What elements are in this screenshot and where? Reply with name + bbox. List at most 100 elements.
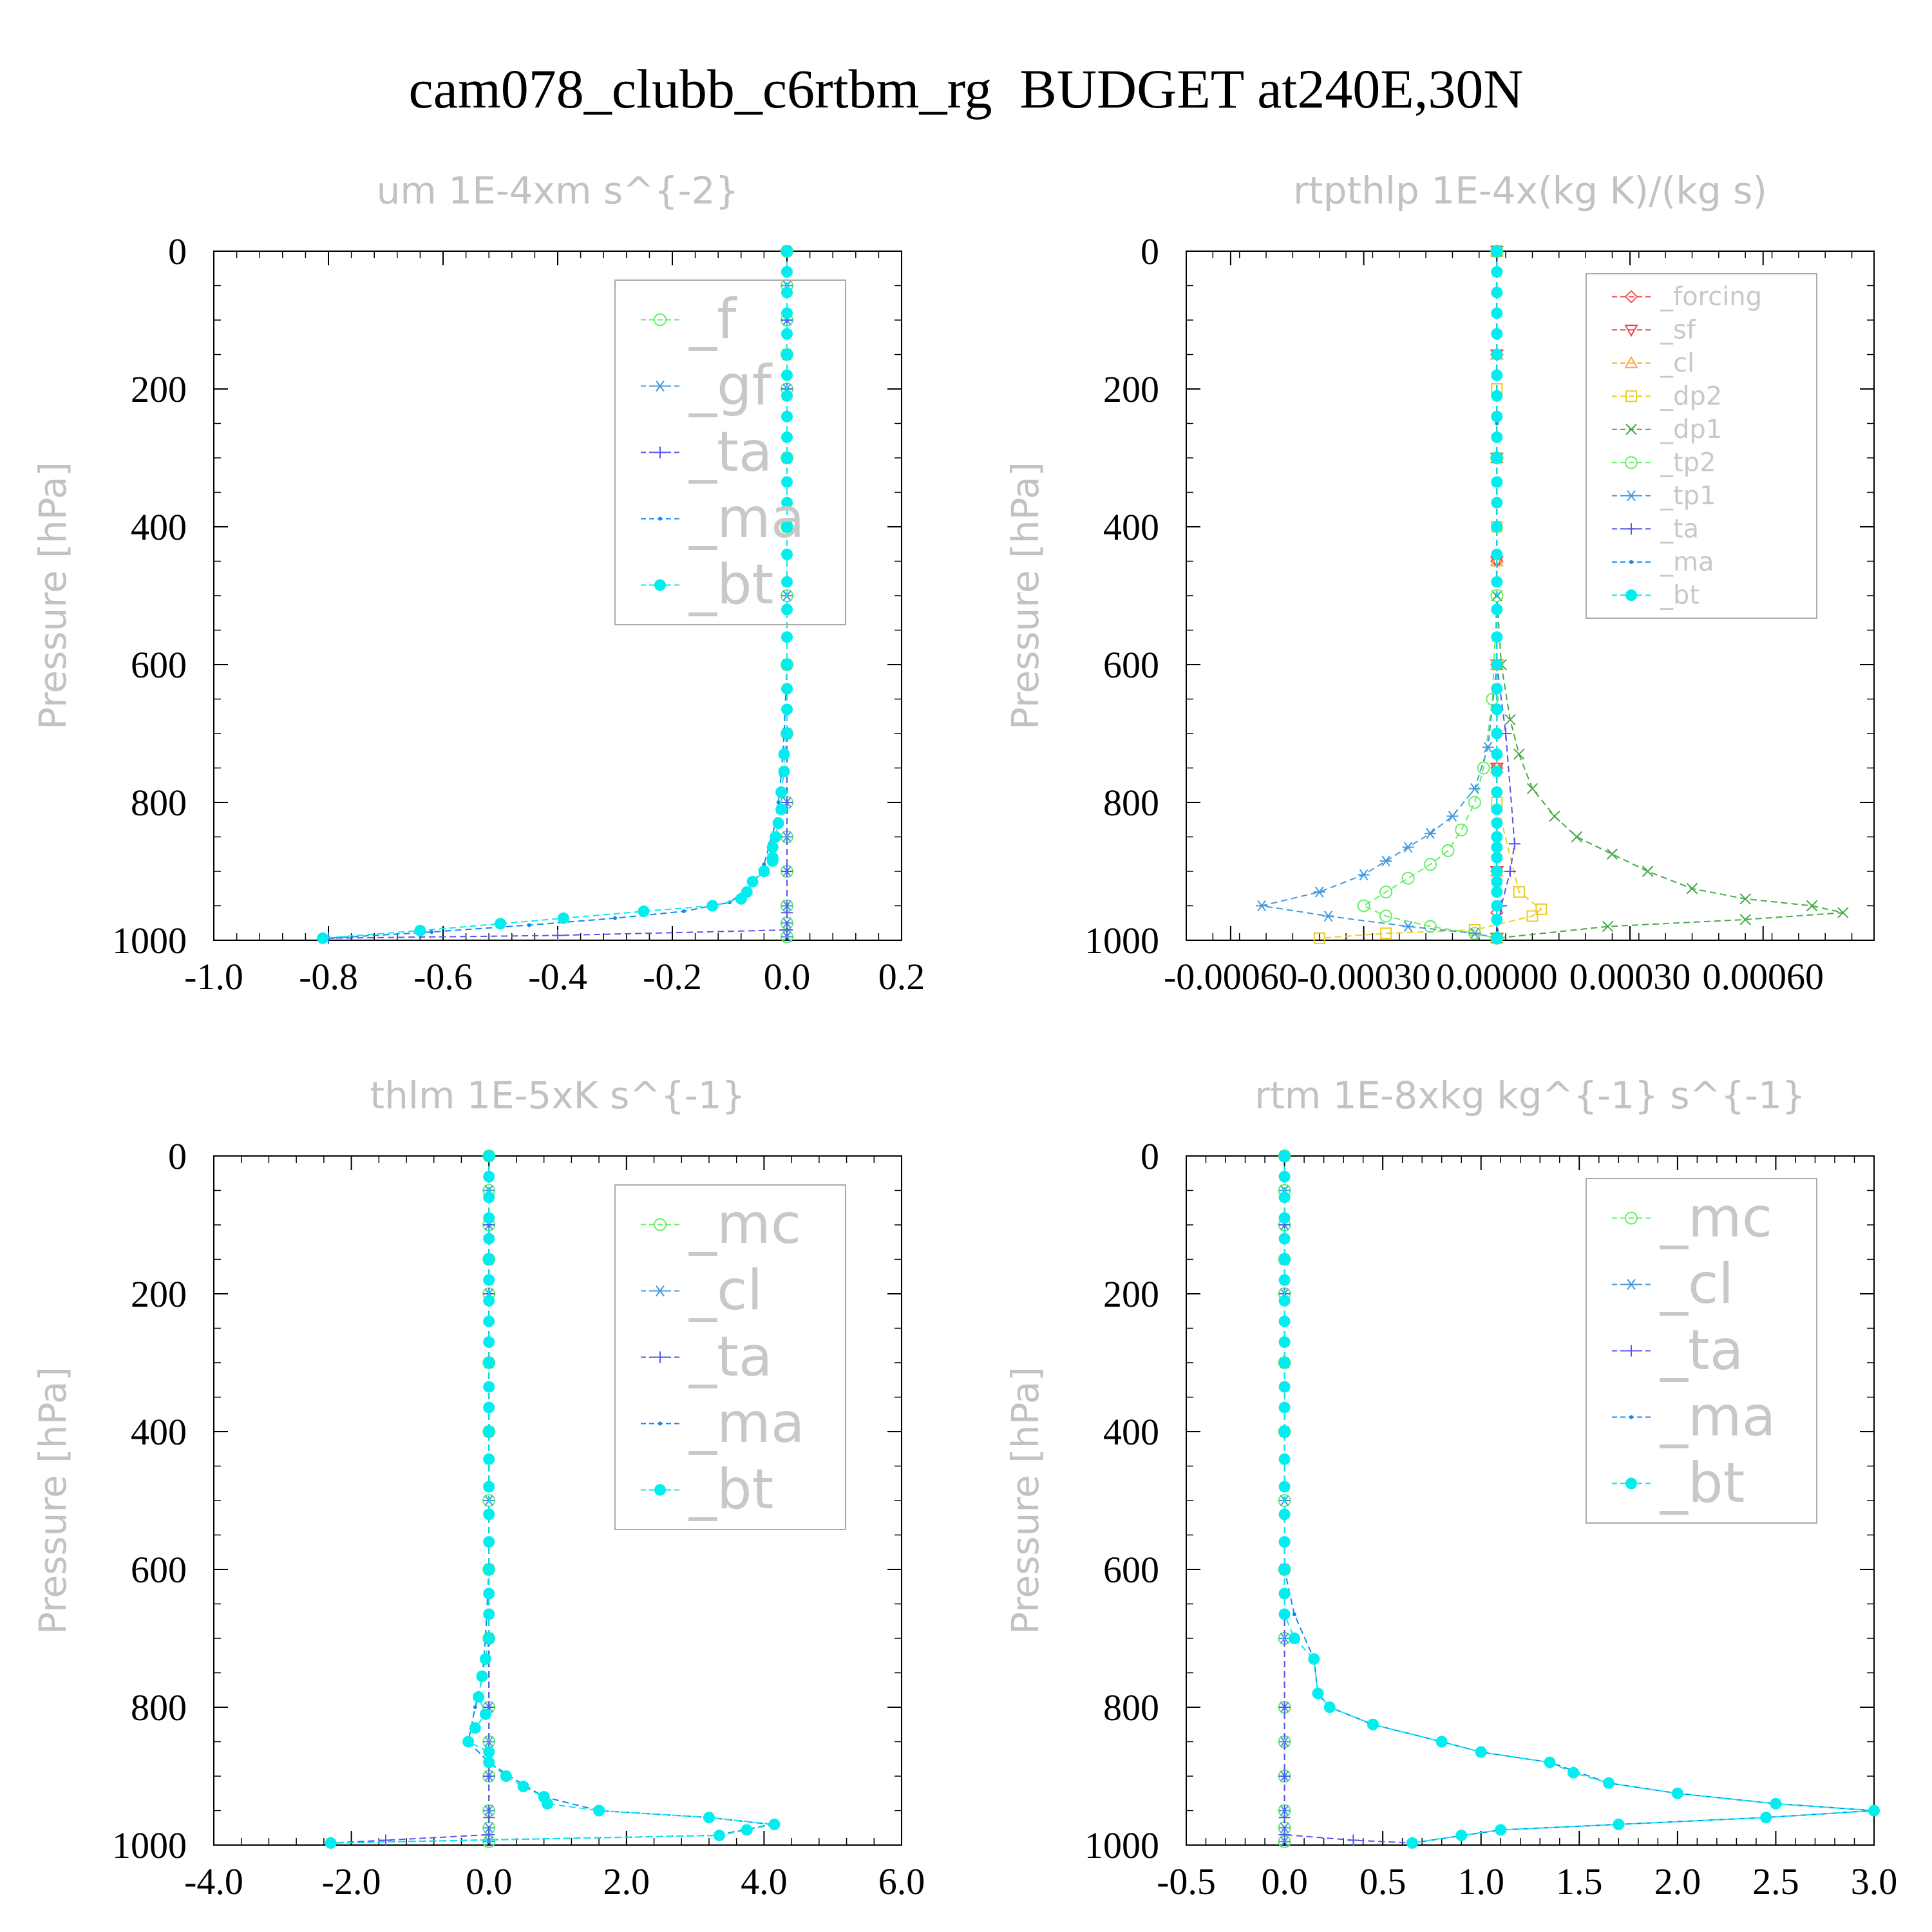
x-tick-label: 0.00060 (1702, 956, 1824, 998)
y-tick-label: 1000 (1084, 1824, 1159, 1866)
legend-label: _sf (1660, 315, 1696, 345)
x-tick-label: -0.6 (413, 956, 473, 998)
data-point (781, 390, 793, 402)
y-tick-label: 200 (131, 1273, 187, 1315)
legend-label: _ta (1660, 514, 1699, 544)
data-point (781, 603, 793, 616)
series-line (1261, 251, 1498, 939)
chart-panel: rtpthlp 1E-4x(kg K)/(kg s) Pressure [hPa]… (1003, 169, 1875, 998)
legend-box (1586, 1178, 1817, 1524)
legend-marker (1625, 1278, 1637, 1291)
series-line (1283, 1156, 1875, 1844)
legend-label: _f (688, 287, 737, 352)
data-point (1491, 307, 1503, 319)
data-point (1491, 521, 1503, 533)
x-tick-label: -0.5 (1157, 1861, 1216, 1902)
data-point (469, 1722, 481, 1734)
data-point (483, 1274, 495, 1286)
data-point (483, 1381, 495, 1393)
data-point (1278, 1381, 1291, 1393)
x-tick-label: -0.00060 (1164, 956, 1298, 998)
legend-marker (1625, 1211, 1638, 1225)
data-point (1491, 841, 1503, 853)
legend-marker (654, 1285, 666, 1297)
legend-marker (658, 1421, 662, 1426)
data-point (317, 932, 329, 944)
y-axis-label: Pressure [hPa] (1003, 462, 1047, 730)
y-tick-label: 0 (168, 231, 187, 272)
y-tick-label: 400 (1103, 1411, 1159, 1453)
legend-marker (654, 313, 667, 327)
legend-marker (1624, 290, 1638, 304)
data-point (1278, 1294, 1291, 1307)
data-point (681, 909, 686, 914)
legend-marker (1625, 490, 1637, 502)
data-point (1278, 1736, 1291, 1748)
y-tick-label: 600 (131, 1549, 187, 1591)
legend-label: _ma (1660, 1385, 1776, 1449)
data-point (1423, 858, 1437, 871)
data-point (483, 1608, 495, 1620)
data-point (1602, 920, 1614, 933)
data-point (380, 1834, 392, 1846)
data-point (1806, 900, 1818, 912)
data-point (1441, 844, 1455, 857)
data-point (1603, 1777, 1615, 1789)
data-point (1313, 932, 1325, 944)
y-tick-label: 800 (131, 1687, 187, 1728)
data-point (762, 862, 766, 867)
legend-label: _ma (688, 486, 804, 551)
data-point (1278, 1426, 1291, 1437)
data-point (473, 1690, 485, 1703)
data-point (483, 1357, 495, 1368)
data-point (1491, 851, 1503, 864)
data-point (1379, 909, 1393, 923)
data-point (1606, 848, 1618, 860)
x-tick-label: -2.0 (322, 1861, 381, 1902)
x-tick-label: 6.0 (878, 1861, 925, 1902)
legend-marker (1629, 560, 1633, 564)
data-point (1278, 1274, 1291, 1286)
data-point (706, 900, 719, 912)
data-point (1491, 831, 1503, 843)
y-tick-label: 600 (1103, 644, 1159, 686)
data-point (483, 1736, 495, 1748)
x-tick-label: 0.0 (764, 956, 811, 998)
data-point (1278, 1633, 1291, 1644)
data-point (1491, 817, 1503, 829)
data-point (1367, 1718, 1379, 1730)
plot-frame (213, 251, 902, 941)
data-point (781, 548, 793, 560)
data-point (1495, 1824, 1507, 1836)
data-point (541, 1797, 553, 1810)
data-point (1288, 1633, 1300, 1644)
data-point (1292, 1612, 1296, 1616)
data-point (1312, 1687, 1324, 1700)
data-point (1491, 245, 1503, 257)
legend-label: _tp2 (1660, 448, 1716, 477)
data-point (766, 855, 779, 867)
data-point (1491, 866, 1503, 877)
plot-frame (1186, 251, 1875, 941)
data-point (483, 1212, 495, 1224)
legend-marker (1625, 456, 1638, 469)
data-point (778, 765, 790, 777)
y-tick-label: 400 (131, 1411, 187, 1453)
data-point (1491, 328, 1503, 340)
legend-label: _bt (1660, 580, 1700, 610)
data-point (483, 1253, 495, 1265)
y-tick-label: 1000 (1084, 920, 1159, 961)
data-point (495, 918, 506, 930)
data-point (1491, 703, 1503, 715)
data-point (483, 1336, 495, 1348)
data-point (483, 1401, 495, 1414)
data-point (483, 1453, 495, 1465)
data-point (1278, 1253, 1291, 1265)
data-point (1278, 1828, 1291, 1841)
data-point (613, 916, 617, 920)
y-axis-label: Pressure [hPa] (31, 462, 75, 730)
data-point (1278, 1508, 1291, 1520)
data-point (781, 287, 793, 299)
data-point (1278, 1212, 1291, 1224)
data-point (1278, 1701, 1291, 1713)
